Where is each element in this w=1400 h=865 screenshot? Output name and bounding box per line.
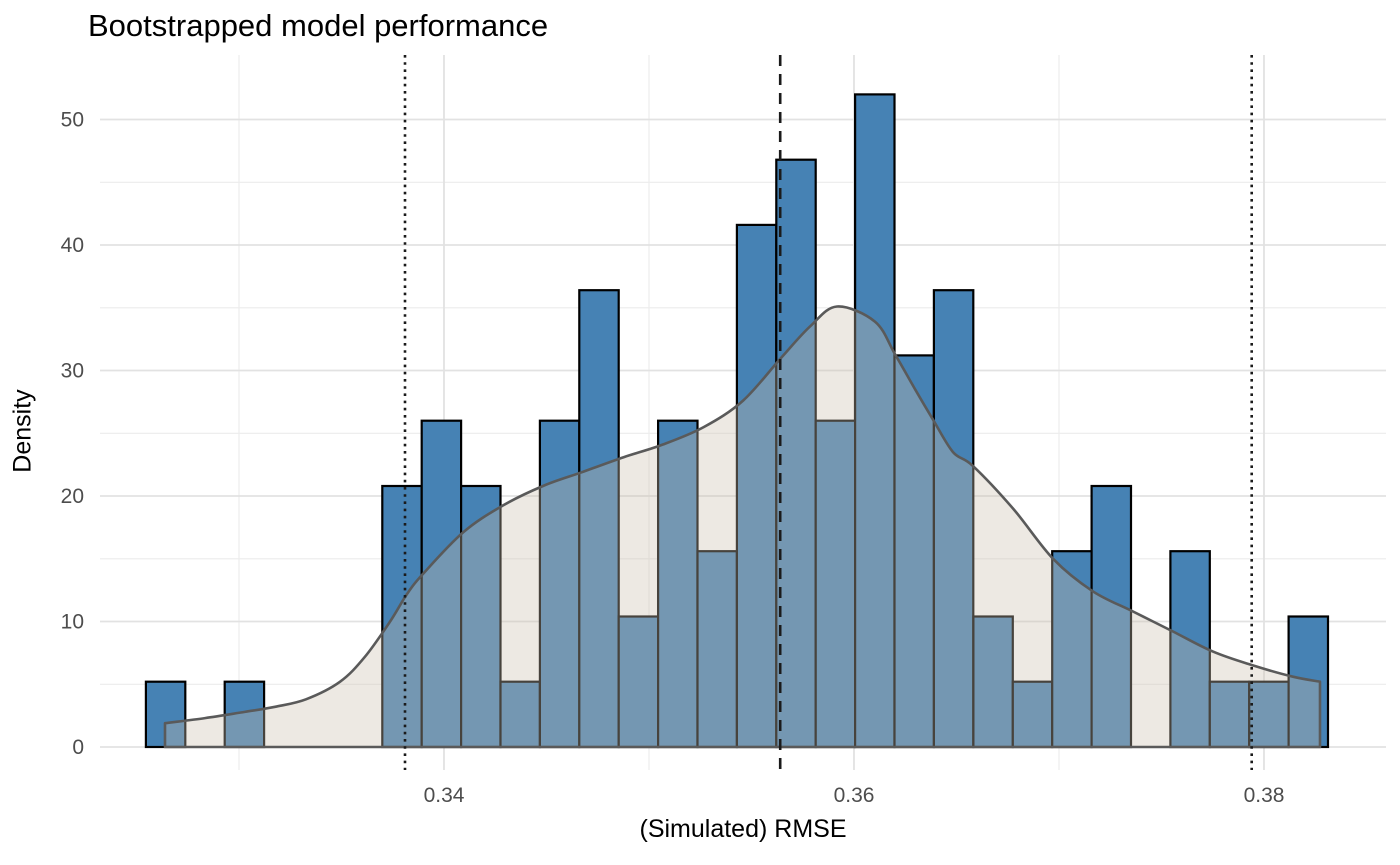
histogram-bar bbox=[617, 615, 660, 749]
x-tick-label: 0.36 bbox=[834, 784, 875, 807]
y-tick-label: 20 bbox=[61, 485, 84, 508]
histogram-bar bbox=[1287, 615, 1330, 749]
histogram-bar bbox=[578, 289, 620, 749]
histogram-bar bbox=[1248, 680, 1290, 749]
y-tick-label: 30 bbox=[61, 360, 84, 383]
histogram-bar bbox=[381, 484, 423, 749]
x-axis-title: (Simulated) RMSE bbox=[639, 815, 847, 843]
y-tick-label: 10 bbox=[61, 611, 84, 634]
y-tick-label: 0 bbox=[72, 736, 84, 759]
y-tick-label: 40 bbox=[61, 234, 84, 257]
x-tick-label: 0.38 bbox=[1244, 784, 1285, 807]
histogram-bar bbox=[853, 93, 896, 749]
histogram-bar bbox=[1090, 484, 1133, 749]
histogram-bar bbox=[893, 354, 936, 749]
y-axis-title: Density bbox=[8, 389, 37, 473]
density-curve bbox=[163, 305, 1322, 749]
histogram-bar bbox=[696, 550, 739, 749]
y-tick-label: 50 bbox=[61, 109, 84, 132]
histogram-bar bbox=[1169, 550, 1211, 749]
chart-title: Bootstrapped model performance bbox=[88, 8, 549, 43]
histogram-bar bbox=[1011, 680, 1054, 749]
x-tick-label: 0.34 bbox=[424, 784, 465, 807]
